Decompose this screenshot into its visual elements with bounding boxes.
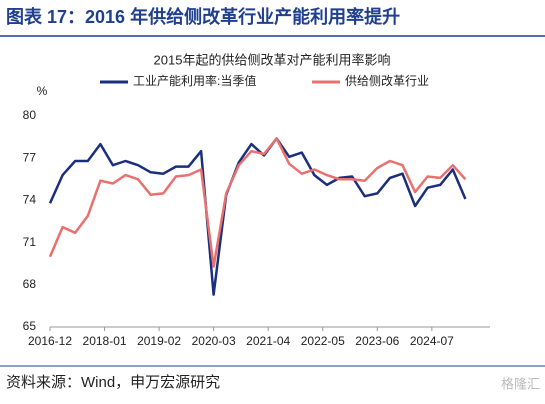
y-tick-label: 68 [23,277,37,291]
y-tick-label: 80 [23,108,37,122]
y-tick-label: 65 [23,319,37,333]
header-title: 图表 17：2016 年供给侧改革行业产能利用率提升 [6,6,400,27]
chart-title: 2015年起的供给侧改革对产能利用率影响 [154,52,391,67]
x-tick-label: 2021-04 [246,334,290,348]
series-line [48,137,467,296]
y-tick-label: 77 [23,150,37,164]
y-tick-label: 71 [23,235,37,249]
y-tick-label: 74 [23,193,37,207]
watermark: 格隆汇 [501,376,540,391]
x-tick-label: 2016-12 [28,334,72,348]
source: 资料来源：Wind，申万宏源研究 [6,374,220,391]
y-unit: % [37,84,48,98]
x-tick-label: 2020-03 [192,334,236,348]
x-tick-label: 2018-01 [83,334,127,348]
x-tick-label: 2022-05 [301,334,345,348]
legend-label: 工业产能利用率:当季值 [133,73,256,88]
legend-label: 供给侧改革行业 [345,74,429,88]
series-line [48,137,467,268]
x-tick-label: 2024-07 [410,334,454,348]
x-tick-label: 2023-06 [355,334,399,348]
x-tick-label: 2019-02 [137,334,181,348]
